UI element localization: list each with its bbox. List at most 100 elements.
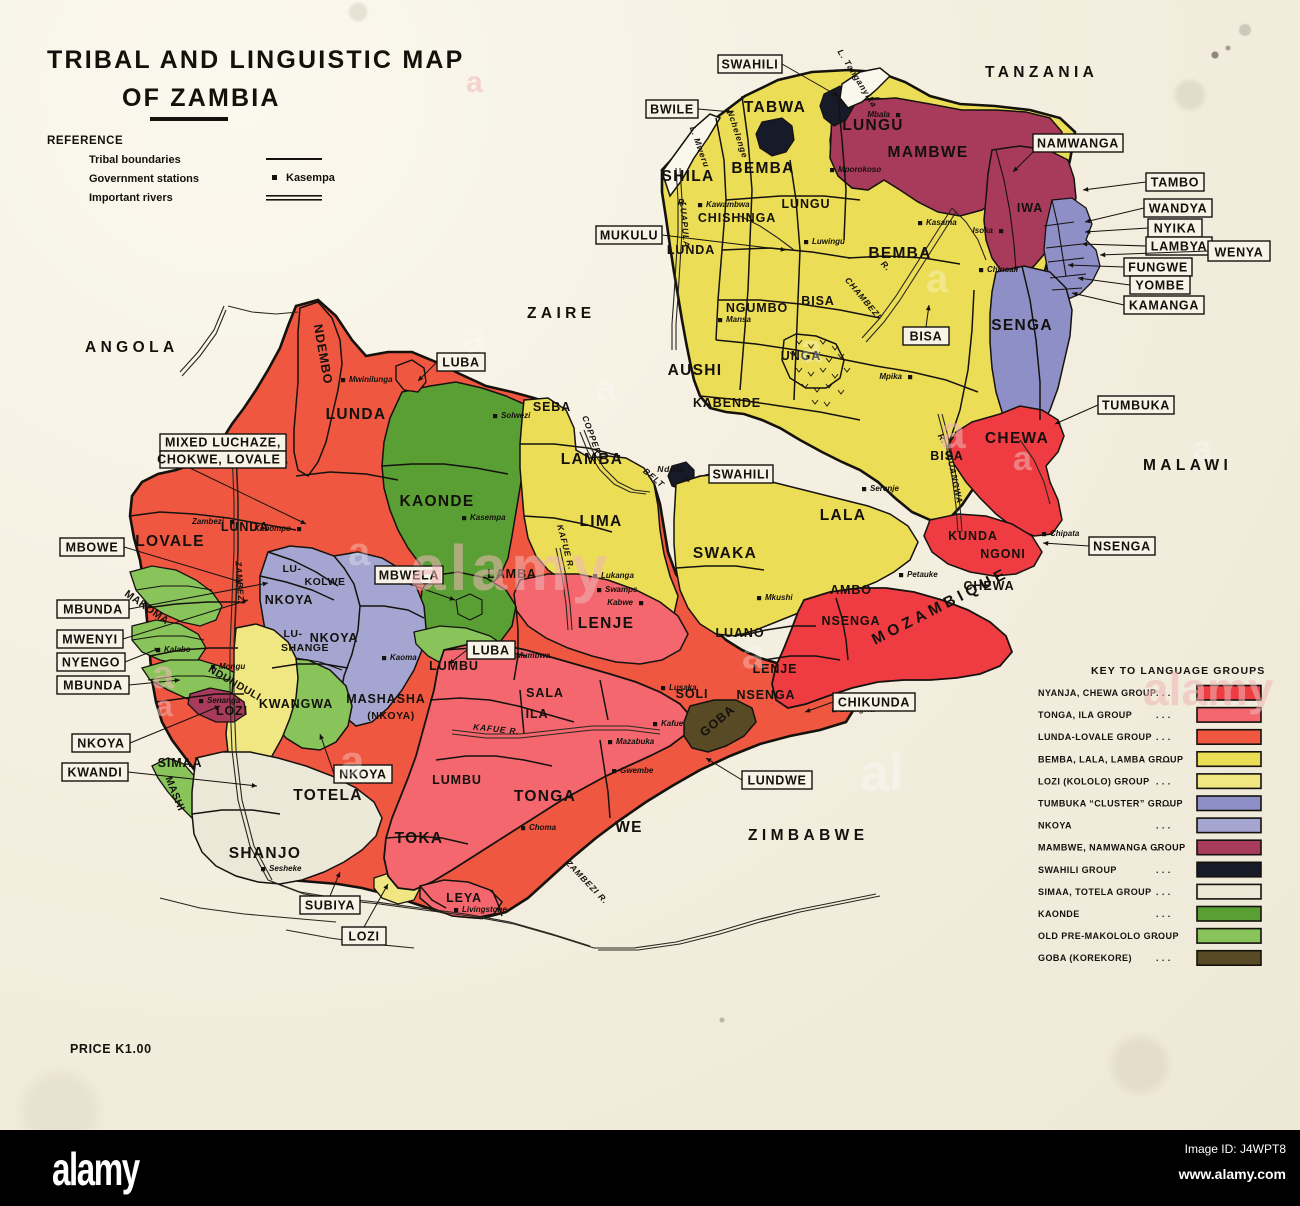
tribe-label: KUNDA (948, 529, 998, 543)
tribe-label: BEMBA (731, 160, 794, 177)
callout-label[interactable]: LOZI (348, 930, 379, 944)
reference-item-tribal-boundaries: Tribal boundaries (89, 154, 181, 166)
legend-label: NKOYA (1038, 821, 1072, 831)
town-label: Mbala (867, 110, 890, 119)
tribe-label: KAONDE (400, 493, 475, 510)
tribe-label: KWANGWA (259, 697, 333, 711)
callout-label[interactable]: BISA (910, 330, 943, 344)
tribe-label: KABENDE (693, 396, 761, 410)
callout-label[interactable]: NSENGA (1093, 540, 1151, 554)
legend-leader-dots: . . . (1156, 732, 1171, 742)
government-station-marker (862, 487, 867, 492)
watermark-letter: a (800, 327, 823, 371)
callout-label[interactable]: MBUNDA (63, 679, 123, 693)
tribe-label: LAMBA (561, 451, 623, 468)
callout-label[interactable]: MBUNDA (63, 603, 123, 617)
government-station-marker (757, 596, 762, 601)
tribe-label: CHISHINGA (698, 211, 776, 225)
callout-label[interactable]: SWAHILI (722, 58, 779, 72)
tribe-label: NKOYA (310, 631, 359, 645)
callout-label[interactable]: WENYA (1215, 246, 1264, 260)
callout-label[interactable]: KAMANGA (1129, 299, 1199, 313)
callout-label[interactable]: YOMBE (1135, 279, 1184, 293)
town-label: Mumbwa (516, 651, 551, 660)
town-label: Kafue (661, 719, 684, 728)
callout-label[interactable]: SUBIYA (305, 899, 355, 913)
watermark-letter: al (860, 744, 903, 802)
tribe-label: TOKA (395, 830, 444, 847)
callout-label[interactable]: NAMWANGA (1037, 137, 1119, 151)
government-station-marker (999, 229, 1004, 234)
legend-color-swatch (1196, 883, 1262, 900)
country-label-zimbabwe: ZIMBABWE (748, 827, 868, 844)
legend-leader-dots: . . . (1156, 887, 1171, 897)
government-station-marker (908, 375, 913, 380)
callout-label[interactable]: LUBA (472, 644, 510, 658)
double-line-icon-bottom (266, 199, 322, 201)
government-station-marker (382, 656, 387, 661)
town-label: Chinsali (987, 265, 1019, 274)
callout-label[interactable]: MBOWE (66, 541, 119, 555)
town-label: Mpika (879, 372, 902, 381)
government-station-marker (493, 414, 498, 419)
single-line-icon (266, 158, 322, 160)
town-label: Sesheke (269, 864, 302, 873)
watermark-letter: a (1193, 430, 1213, 468)
government-station-marker (653, 722, 658, 727)
watermark-letter: a (1013, 440, 1033, 478)
watermark-letter: a (926, 257, 949, 301)
callout-leader-line (1082, 181, 1147, 191)
watermark-letter: a (940, 406, 966, 458)
tribe-label: WE (615, 819, 643, 836)
title-block: TRIBAL AND LINGUISTIC MAP OF ZAMBIA (47, 46, 465, 121)
town-label: Mongu (219, 662, 245, 671)
tribe-label: LU- (284, 628, 303, 640)
legend-label: KAONDE (1038, 909, 1080, 919)
callout-label[interactable]: WANDYA (1149, 202, 1208, 216)
tribe-label: SEBA (533, 400, 571, 414)
callout-label[interactable]: MWENYI (62, 633, 118, 647)
tribe-label: NKOYA (265, 593, 314, 607)
river-label: COPPER (580, 414, 603, 456)
callout-label[interactable]: MUKULU (600, 229, 658, 243)
town-label: Kawambwa (706, 200, 750, 209)
callout-label[interactable]: MIXED LUCHAZE, (165, 436, 281, 450)
callout-label[interactable]: NYENGO (62, 656, 120, 670)
reference-sample-town: Kasempa (286, 172, 336, 184)
legend-color-swatch (1196, 750, 1262, 768)
callout-label[interactable]: CHOKWE, LOVALE . (157, 453, 289, 467)
callout-label[interactable]: NYIKA (1154, 222, 1196, 236)
callout-label[interactable]: BWILE (650, 103, 694, 117)
town-label: Livingstone (462, 905, 507, 914)
tribe-label: MASHASHA (346, 692, 425, 706)
legend-leader-dots: . . . (1156, 931, 1171, 941)
government-station-marker (830, 168, 835, 173)
callout-label[interactable]: SWAHILI (713, 468, 770, 482)
tribe-label: TABWA (744, 99, 806, 116)
callout-label[interactable]: TUMBUKA (1102, 399, 1170, 413)
government-station-marker (1042, 532, 1047, 537)
legend-leader-dots: . . . (1156, 953, 1171, 963)
government-station-marker (612, 769, 617, 774)
legend-color-swatch (1196, 773, 1262, 790)
callout-label[interactable]: FUNGWE (1128, 261, 1188, 275)
tribe-label: LUNGU (842, 117, 904, 134)
callout-label[interactable]: LUNDWE (747, 774, 806, 788)
callout-label[interactable]: CHIKUNDA (838, 696, 910, 710)
government-station-marker (918, 221, 923, 226)
watermark-letter: a (348, 530, 371, 574)
legend-color-swatch (1196, 905, 1262, 922)
callout-label[interactable]: NKOYA (77, 737, 125, 751)
country-label-tanzania: TANZANIA (985, 64, 1098, 81)
town-label: Chipata (1050, 529, 1080, 538)
callout-label[interactable]: KWANDI (68, 766, 123, 780)
watermark-letter: a (596, 367, 617, 408)
callout-leader-line (1071, 292, 1125, 306)
callout-label[interactable]: TAMBO (1151, 176, 1199, 190)
river-label: Ndola (657, 464, 685, 474)
tribe-label: LU- (283, 563, 302, 575)
legend-leader-dots: . . . (1156, 799, 1171, 809)
government-station-marker (718, 318, 723, 323)
map-title-line-1: TRIBAL AND LINGUISTIC MAP (47, 46, 465, 74)
